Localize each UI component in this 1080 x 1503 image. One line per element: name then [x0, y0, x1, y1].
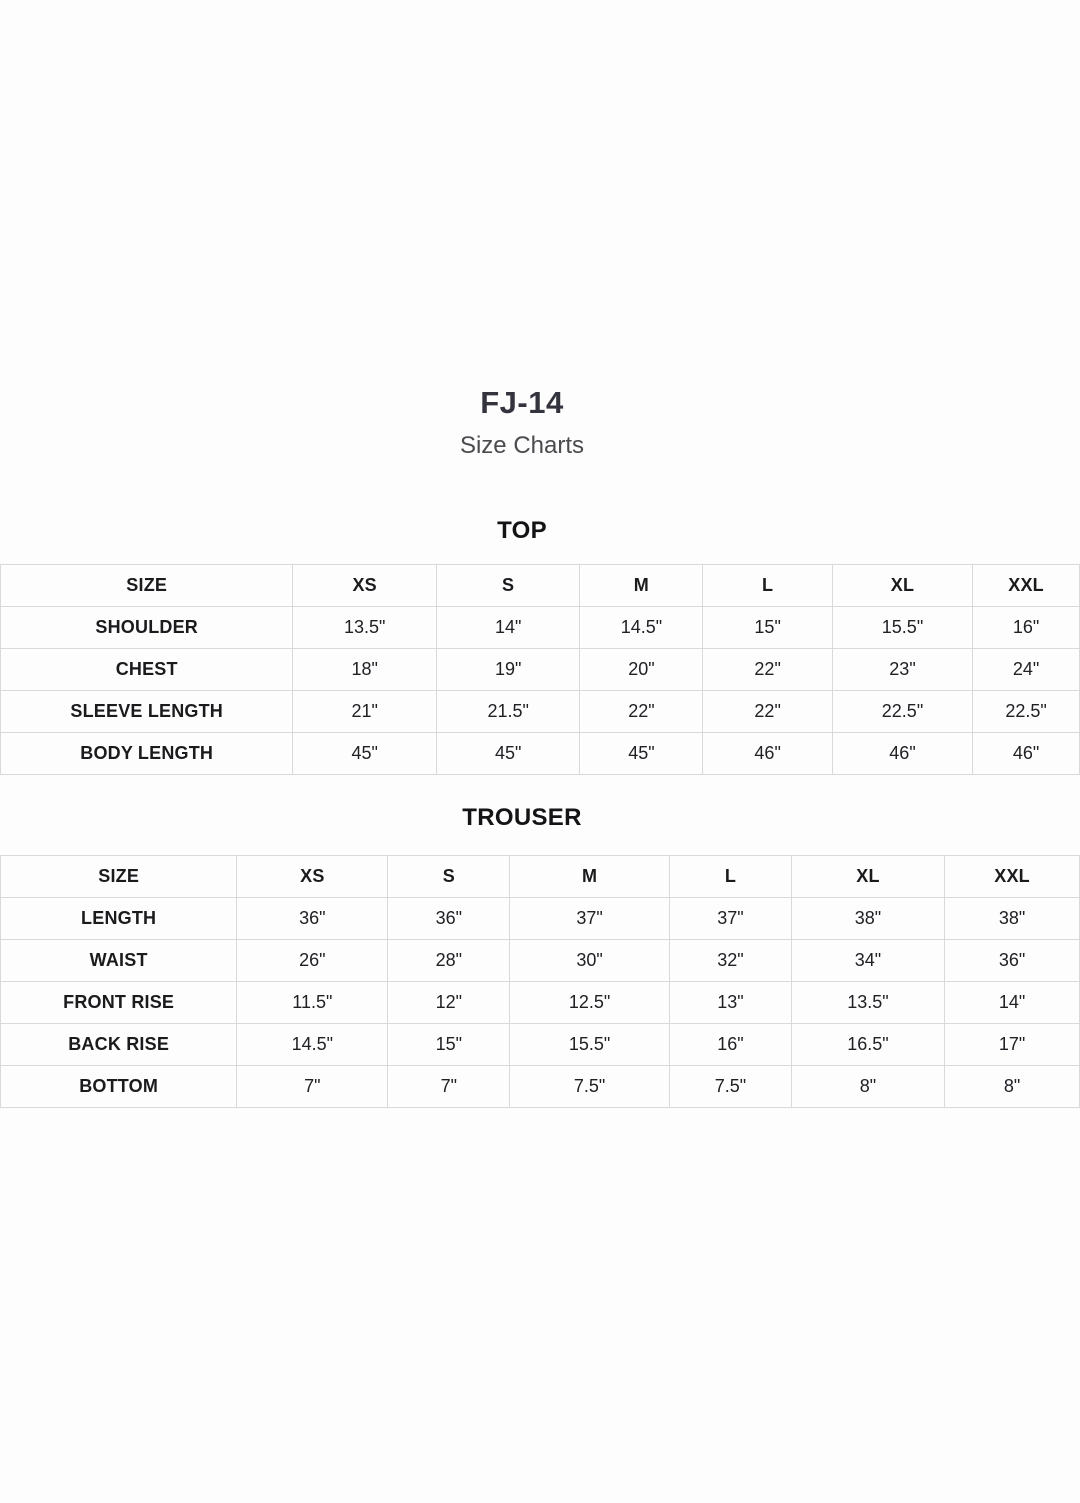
table-cell: 24"	[972, 648, 1080, 691]
column-header: L	[668, 855, 792, 898]
table-cell: 16"	[668, 1023, 792, 1066]
table-cell: 21"	[292, 690, 437, 733]
column-header: XL	[790, 855, 946, 898]
table-row: FRONT RISE 11.5" 12" 12.5" 13" 13.5" 14"	[0, 981, 1080, 1024]
trouser-section-heading: TROUSER	[462, 804, 582, 831]
column-header: SIZE	[0, 855, 238, 898]
trouser-size-table: SIZE XS S M L XL XXL LENGTH 36" 36" 37" …	[0, 855, 1080, 1108]
row-label: BOTTOM	[0, 1065, 238, 1108]
top-header-row: SIZE XS S M L XL XXL	[0, 564, 1080, 607]
row-label: SLEEVE LENGTH	[0, 690, 294, 733]
column-header: S	[435, 564, 581, 607]
table-cell: 32"	[668, 939, 792, 982]
table-cell: 12"	[387, 981, 511, 1024]
table-cell: 8"	[790, 1065, 946, 1108]
table-cell: 15.5"	[509, 1023, 670, 1066]
table-cell: 19"	[435, 648, 581, 691]
column-header: M	[509, 855, 670, 898]
table-cell: 46"	[972, 732, 1080, 775]
table-cell: 17"	[944, 1023, 1080, 1066]
table-cell: 26"	[236, 939, 389, 982]
table-cell: 38"	[944, 897, 1080, 940]
table-cell: 22.5"	[972, 690, 1080, 733]
row-label: CHEST	[0, 648, 294, 691]
top-section-heading: TOP	[497, 517, 547, 544]
size-charts-subtitle: Size Charts	[459, 432, 585, 459]
column-header: L	[702, 564, 833, 607]
table-cell: 12.5"	[509, 981, 670, 1024]
table-cell: 14"	[944, 981, 1080, 1024]
table-cell: 18"	[292, 648, 437, 691]
trouser-heading-block: TROUSER	[0, 804, 1044, 832]
table-cell: 36"	[387, 897, 511, 940]
table-cell: 30"	[509, 939, 670, 982]
table-cell: 38"	[790, 897, 946, 940]
table-row: BOTTOM 7" 7" 7.5" 7.5" 8" 8"	[0, 1065, 1080, 1108]
table-cell: 34"	[790, 939, 946, 982]
table-cell: 15.5"	[831, 606, 974, 649]
table-cell: 23"	[831, 648, 974, 691]
table-cell: 16"	[972, 606, 1080, 649]
table-cell: 13.5"	[292, 606, 437, 649]
table-row: LENGTH 36" 36" 37" 37" 38" 38"	[0, 897, 1080, 940]
table-cell: 7.5"	[509, 1065, 670, 1108]
table-cell: 20"	[579, 648, 704, 691]
table-cell: 22.5"	[831, 690, 974, 733]
product-code-title: FJ-14	[480, 385, 564, 420]
table-row: SHOULDER 13.5" 14" 14.5" 15" 15.5" 16"	[0, 606, 1080, 649]
row-label: BACK RISE	[0, 1023, 238, 1066]
table-cell: 14"	[435, 606, 581, 649]
table-cell: 37"	[509, 897, 670, 940]
row-label: BODY LENGTH	[0, 732, 294, 775]
column-header: XXL	[972, 564, 1080, 607]
table-cell: 7.5"	[668, 1065, 792, 1108]
trouser-header-row: SIZE XS S M L XL XXL	[0, 855, 1080, 898]
table-cell: 14.5"	[236, 1023, 389, 1066]
table-cell: 22"	[702, 690, 833, 733]
table-cell: 37"	[668, 897, 792, 940]
table-cell: 13.5"	[790, 981, 946, 1024]
table-row: BODY LENGTH 45" 45" 45" 46" 46" 46"	[0, 732, 1080, 775]
table-cell: 45"	[579, 732, 704, 775]
column-header: XS	[292, 564, 437, 607]
table-cell: 22"	[579, 690, 704, 733]
table-cell: 7"	[236, 1065, 389, 1108]
table-row: SLEEVE LENGTH 21" 21.5" 22" 22" 22.5" 22…	[0, 690, 1080, 733]
table-cell: 36"	[944, 939, 1080, 982]
table-cell: 15"	[702, 606, 833, 649]
table-cell: 28"	[387, 939, 511, 982]
table-cell: 11.5"	[236, 981, 389, 1024]
column-header: S	[387, 855, 511, 898]
table-cell: 14.5"	[579, 606, 704, 649]
row-label: WAIST	[0, 939, 238, 982]
top-size-table: SIZE XS S M L XL XXL SHOULDER 13.5" 14" …	[0, 564, 1080, 775]
table-cell: 36"	[236, 897, 389, 940]
table-cell: 7"	[387, 1065, 511, 1108]
size-chart-page: FJ-14 Size Charts TOP SIZE XS S M L XL X…	[0, 0, 1080, 1108]
table-row: BACK RISE 14.5" 15" 15.5" 16" 16.5" 17"	[0, 1023, 1080, 1066]
table-cell: 45"	[435, 732, 581, 775]
column-header: M	[579, 564, 704, 607]
row-label: FRONT RISE	[0, 981, 238, 1024]
column-header: XS	[236, 855, 389, 898]
table-cell: 21.5"	[435, 690, 581, 733]
row-label: LENGTH	[0, 897, 238, 940]
column-header: XL	[831, 564, 974, 607]
table-cell: 45"	[292, 732, 437, 775]
table-cell: 22"	[702, 648, 833, 691]
table-row: CHEST 18" 19" 20" 22" 23" 24"	[0, 648, 1080, 691]
table-cell: 8"	[944, 1065, 1080, 1108]
column-header: XXL	[944, 855, 1080, 898]
table-cell: 16.5"	[790, 1023, 946, 1066]
table-cell: 46"	[831, 732, 974, 775]
table-row: WAIST 26" 28" 30" 32" 34" 36"	[0, 939, 1080, 982]
table-cell: 15"	[387, 1023, 511, 1066]
column-header: SIZE	[0, 564, 294, 607]
table-cell: 13"	[668, 981, 792, 1024]
table-cell: 46"	[702, 732, 833, 775]
header-block: FJ-14 Size Charts TOP	[0, 0, 1044, 545]
row-label: SHOULDER	[0, 606, 294, 649]
